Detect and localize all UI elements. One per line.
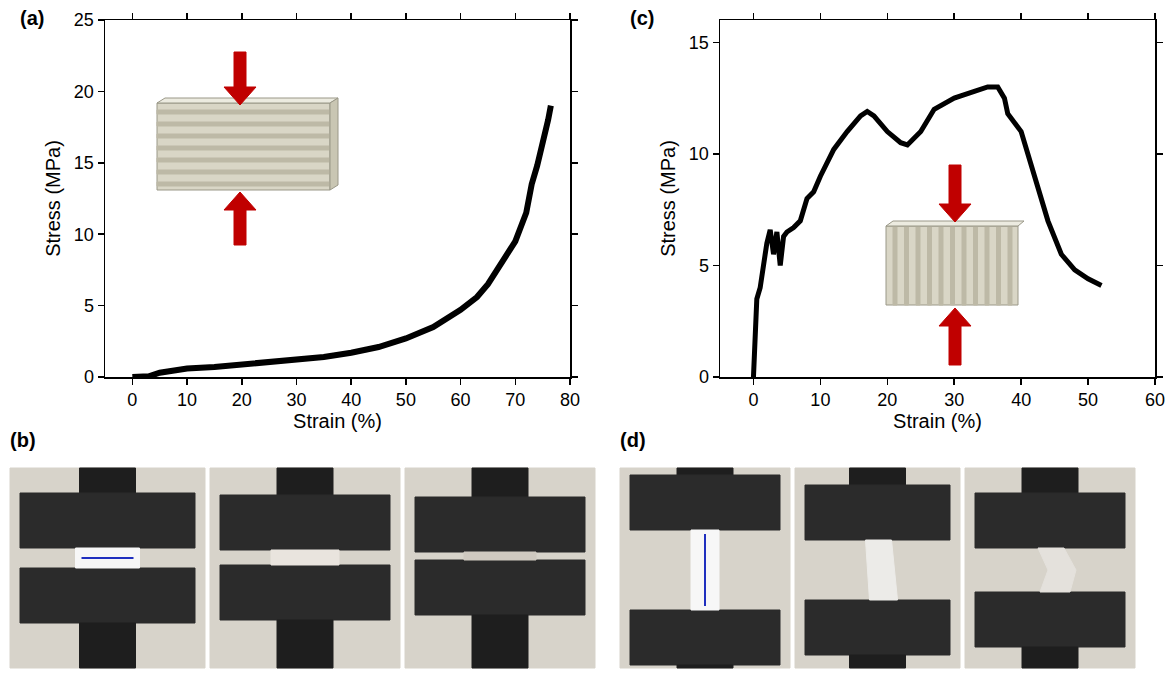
svg-text:(c): (c) <box>630 7 654 29</box>
svg-text:10: 10 <box>177 390 197 410</box>
svg-text:0: 0 <box>699 367 709 387</box>
svg-text:80: 80 <box>560 390 580 410</box>
svg-text:10: 10 <box>74 225 94 245</box>
svg-text:(d): (d) <box>620 429 646 451</box>
svg-text:0: 0 <box>748 390 758 410</box>
svg-text:25: 25 <box>74 10 94 30</box>
svg-text:5: 5 <box>84 296 94 316</box>
svg-text:Stress (MPa): Stress (MPa) <box>657 140 679 257</box>
svg-text:(b): (b) <box>10 429 36 451</box>
svg-text:0: 0 <box>127 390 137 410</box>
svg-text:50: 50 <box>396 390 416 410</box>
svg-text:Strain (%): Strain (%) <box>293 410 382 432</box>
svg-text:15: 15 <box>74 153 94 173</box>
svg-text:70: 70 <box>505 390 525 410</box>
svg-text:40: 40 <box>341 390 361 410</box>
svg-text:(a): (a) <box>20 7 44 29</box>
svg-text:30: 30 <box>286 390 306 410</box>
svg-text:5: 5 <box>699 256 709 276</box>
svg-text:10: 10 <box>689 144 709 164</box>
svg-text:15: 15 <box>689 33 709 53</box>
svg-text:20: 20 <box>232 390 252 410</box>
svg-text:Strain (%): Strain (%) <box>893 410 982 432</box>
svg-text:20: 20 <box>877 390 897 410</box>
svg-text:50: 50 <box>1078 390 1098 410</box>
svg-text:Stress (MPa): Stress (MPa) <box>42 140 64 257</box>
svg-text:0: 0 <box>84 367 94 387</box>
svg-text:60: 60 <box>451 390 471 410</box>
svg-text:20: 20 <box>74 82 94 102</box>
svg-text:30: 30 <box>944 390 964 410</box>
svg-text:60: 60 <box>1145 390 1165 410</box>
svg-text:40: 40 <box>1011 390 1031 410</box>
svg-text:10: 10 <box>810 390 830 410</box>
